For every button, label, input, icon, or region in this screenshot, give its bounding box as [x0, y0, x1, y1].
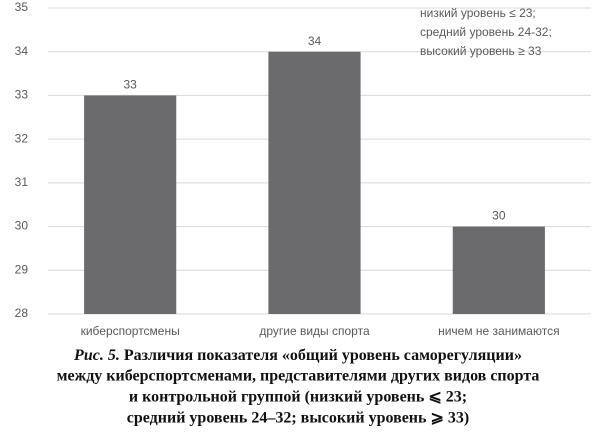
y-tick-label: 30 — [15, 219, 29, 233]
x-tick-label: ничем не занимаются — [438, 324, 560, 338]
y-tick-label: 35 — [15, 0, 29, 14]
annotation: высокий уровень ≥ 33 — [420, 44, 542, 58]
bar — [268, 51, 361, 314]
x-tick-label: киберспортсмены — [81, 324, 180, 338]
caption-line: между киберспортсменами, представителями… — [57, 368, 540, 385]
y-tick-label: 31 — [15, 175, 29, 189]
bar — [452, 226, 545, 314]
y-tick-label: 32 — [15, 131, 29, 145]
y-tick-label: 28 — [15, 306, 29, 320]
annotation: низкий уровень ≤ 23; — [420, 6, 536, 20]
x-tick-label: другие виды спорта — [259, 324, 370, 338]
caption-line: и контрольной группой (низкий уровень ⩽ … — [129, 389, 467, 406]
data-label: 33 — [123, 78, 137, 92]
annotation: средний уровень 24-32; — [420, 25, 552, 39]
caption: Рис. 5. Различия показателя «общий урове… — [73, 347, 522, 364]
data-label: 34 — [308, 34, 322, 48]
data-label: 30 — [492, 209, 506, 223]
y-tick-label: 29 — [15, 262, 29, 276]
caption-label: Рис. 5. — [73, 347, 120, 364]
bar — [84, 95, 177, 314]
caption-line: средний уровень 24–32; высокий уровень ⩾… — [127, 410, 469, 427]
y-tick-label: 33 — [15, 88, 29, 102]
caption-line: Различия показателя «общий уровень самор… — [124, 347, 522, 364]
y-tick-label: 34 — [15, 44, 29, 58]
